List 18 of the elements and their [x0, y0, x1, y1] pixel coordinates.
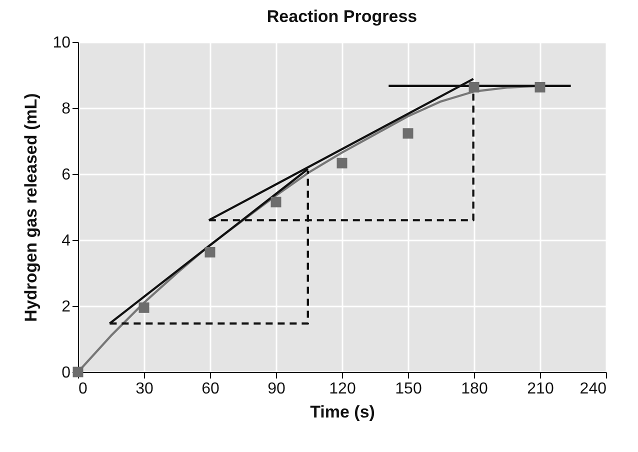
x-tick-label: 0 — [78, 380, 88, 398]
y-tick-label: 2 — [62, 298, 71, 316]
x-tick-label: 180 — [461, 380, 488, 398]
chart-title: Reaction Progress — [266, 7, 418, 26]
y-tick-label: 8 — [62, 100, 71, 118]
x-tick-label: 210 — [527, 380, 554, 398]
x-tick-label: 30 — [136, 380, 154, 398]
x-tick-label: 240 — [580, 380, 607, 398]
x-tick-label: 120 — [329, 380, 356, 398]
x-tick-label: 150 — [395, 380, 422, 398]
y-tick-label: 10 — [52, 34, 71, 52]
x-tick-label: 60 — [202, 380, 220, 398]
y-tick-label: 4 — [62, 232, 71, 250]
y-tick-label: 0 — [62, 364, 71, 382]
x-tick-label: 90 — [268, 380, 286, 398]
y-axis-title: Hydrogen gas released (mL) — [22, 93, 41, 322]
x-axis-title: Time (s) — [310, 402, 375, 422]
y-tick-label: 6 — [62, 166, 71, 184]
